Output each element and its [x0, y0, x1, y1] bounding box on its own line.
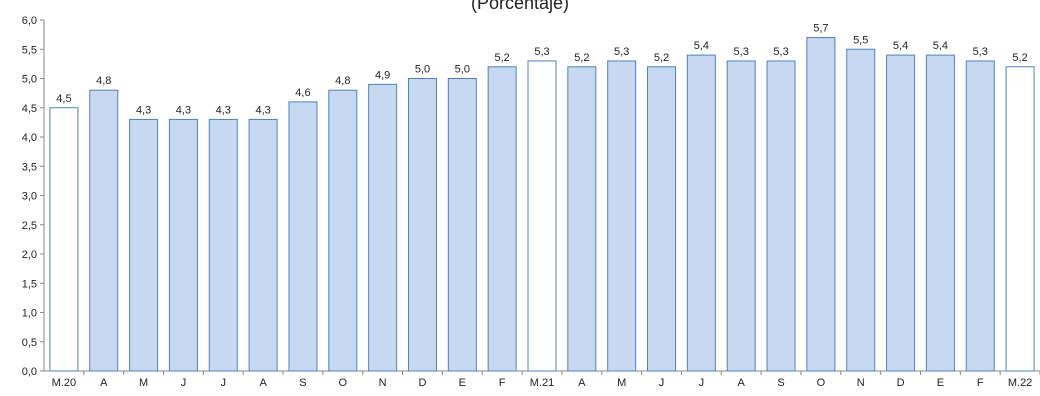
value-label: 4,3 [255, 104, 270, 116]
bar [49, 107, 79, 372]
y-tick-label: 3,5 [22, 161, 37, 173]
value-label: 4,3 [176, 104, 191, 116]
value-label: 5,4 [933, 40, 948, 52]
x-tick-label: J [181, 377, 187, 389]
bar [89, 89, 119, 372]
bar [1005, 66, 1035, 372]
bar [208, 118, 238, 372]
value-label: 5,5 [853, 34, 868, 46]
x-tick-labels: M.20 A M J J A S O N D E F M.21 A M J J A S O N D E F M.22 [52, 377, 1033, 389]
y-tick-label: 1,0 [22, 308, 37, 320]
value-label: 5,3 [973, 46, 988, 58]
x-tick-label: J [221, 377, 227, 389]
x-tick-label: O [339, 377, 348, 389]
value-labels: 4,5 4,8 4,3 4,3 4,3 4,3 4,6 4,8 4,9 5,0 5,0 5,2 5,3 5… [56, 23, 1027, 117]
x-tick-label: D [897, 377, 905, 389]
bar [168, 118, 198, 372]
x-tick-label: E [937, 377, 944, 389]
x-tick-label: S [777, 377, 784, 389]
y-tick-label: 0,5 [22, 337, 37, 349]
bar [328, 89, 358, 372]
x-tick-label: M.20 [52, 377, 76, 389]
bar [447, 78, 477, 372]
bar [726, 60, 756, 372]
value-label: 5,4 [893, 40, 908, 52]
bar [965, 60, 995, 372]
x-tick-label: M.22 [1008, 377, 1032, 389]
value-label: 5,4 [694, 40, 709, 52]
x-tick-label: A [259, 377, 267, 389]
value-label: 4,6 [295, 87, 310, 99]
bar [129, 118, 159, 372]
x-tick-label: M.21 [530, 377, 554, 389]
y-tick-labels: 0,0 0,5 1,0 1,5 2,0 2,5 3,0 3,5 4,0 4,5 5,0 5,5 6,0 [22, 15, 37, 378]
x-tick-label: A [738, 377, 746, 389]
value-label: 5,0 [415, 64, 430, 76]
x-tick-label: D [419, 377, 427, 389]
x-tick-label: N [379, 377, 387, 389]
y-tick-label: 4,5 [22, 103, 37, 115]
value-label: 4,3 [136, 104, 151, 116]
bar [846, 48, 876, 372]
x-tick-label: A [100, 377, 108, 389]
x-tick-label: F [977, 377, 984, 389]
x-tick-label: N [857, 377, 865, 389]
value-label: 5,2 [654, 52, 669, 64]
value-label: 5,3 [773, 46, 788, 58]
y-tick-label: 2,0 [22, 249, 37, 261]
bars [49, 37, 1035, 372]
bar [487, 66, 517, 372]
value-label: 5,3 [734, 46, 749, 58]
value-label: 4,8 [96, 75, 111, 87]
bar [886, 54, 916, 372]
bar [288, 101, 318, 372]
x-tick-label: M [617, 377, 626, 389]
value-label: 5,3 [614, 46, 629, 58]
value-label: 5,2 [495, 52, 510, 64]
bar [527, 60, 557, 372]
y-tick-label: 3,0 [22, 191, 37, 203]
value-label: 4,9 [375, 69, 390, 81]
bar [686, 54, 716, 372]
bar [806, 37, 836, 372]
y-tick-label: 1,5 [22, 278, 37, 290]
chart-title: (Porcentaje) [470, 0, 570, 13]
y-tick-label: 6,0 [22, 15, 37, 27]
value-label: 5,3 [534, 46, 549, 58]
bar [248, 118, 278, 372]
value-label: 4,3 [216, 104, 231, 116]
value-label: 5,2 [1012, 52, 1027, 64]
bar [647, 66, 677, 372]
bar [407, 78, 437, 372]
x-tick-label: J [699, 377, 705, 389]
x-tick-label: A [578, 377, 586, 389]
x-tick-label: M [139, 377, 148, 389]
value-label: 4,5 [56, 93, 71, 105]
bar [766, 60, 796, 372]
x-tick-label: F [499, 377, 506, 389]
x-tick-label: O [817, 377, 826, 389]
bar [368, 83, 398, 372]
value-label: 5,2 [574, 52, 589, 64]
value-label: 4,8 [335, 75, 350, 87]
value-label: 5,0 [455, 64, 470, 76]
y-tick-label: 2,5 [22, 220, 37, 232]
y-tick-label: 5,0 [22, 74, 37, 86]
x-tick-label: S [299, 377, 306, 389]
bar [567, 66, 597, 372]
bar [607, 60, 637, 372]
x-tick-label: J [659, 377, 665, 389]
y-tick-label: 5,5 [22, 44, 37, 56]
y-tick-label: 4,0 [22, 132, 37, 144]
y-tick-label: 0,0 [22, 366, 37, 378]
bar [925, 54, 955, 372]
x-tick-label: E [459, 377, 466, 389]
value-label: 5,7 [813, 23, 828, 35]
